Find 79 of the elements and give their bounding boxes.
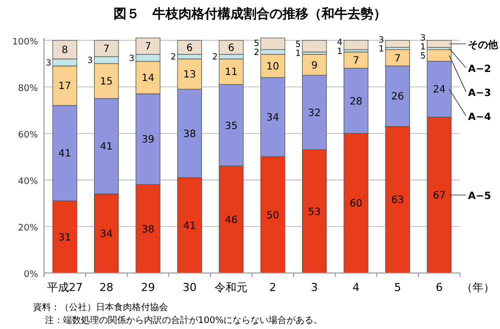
x-tick-label: 平成27 — [46, 281, 83, 294]
bar — [302, 40, 327, 52]
x-tick-label: 4 — [352, 281, 360, 294]
bar — [385, 40, 410, 48]
data-label: 38 — [183, 128, 196, 140]
y-tick-label: 0% — [24, 270, 38, 280]
data-label: 9 — [311, 60, 318, 72]
data-label: 2 — [212, 52, 218, 63]
data-label: 41 — [58, 148, 72, 160]
data-label: 2 — [254, 48, 260, 58]
data-label: 15 — [100, 76, 113, 88]
text: 注：端数処理の関係から内訳の合計が100%にならない場合がある。 — [45, 315, 323, 326]
data-label: 1 — [337, 46, 342, 57]
data-label: 1 — [420, 42, 426, 52]
x-axis-title: （年） — [462, 281, 494, 294]
data-label: 3 — [129, 54, 134, 64]
series-label: A−5 — [468, 191, 492, 202]
data-label: 3 — [87, 56, 93, 66]
data-label: 1 — [295, 49, 301, 60]
data-label: 7 — [144, 42, 152, 53]
text: A−2 — [468, 64, 492, 75]
y-tick-label: 80% — [18, 84, 38, 94]
data-label: 17 — [58, 81, 72, 92]
data-label: 41 — [183, 220, 196, 232]
data-label: 32 — [308, 108, 321, 119]
data-label: 7 — [352, 56, 360, 67]
x-tick-label: 30 — [182, 281, 197, 294]
data-label: 63 — [391, 195, 404, 206]
data-label: 34 — [266, 112, 280, 124]
data-label: 4 — [337, 38, 342, 48]
data-label: 7 — [394, 53, 401, 64]
data-label: 6 — [186, 42, 193, 54]
y-tick-label: 40% — [18, 176, 38, 187]
data-label: 24 — [432, 84, 446, 96]
x-tick-label: 28 — [99, 281, 114, 294]
data-label: 5 — [420, 51, 426, 62]
x-tick-label: 29 — [141, 281, 155, 294]
data-label: 11 — [224, 67, 238, 78]
data-label: 3 — [46, 58, 52, 68]
y-tick-label: 20% — [18, 223, 38, 234]
data-label: 31 — [58, 232, 72, 244]
y-tick-label: 100% — [12, 37, 38, 48]
data-label: 39 — [142, 134, 154, 146]
data-label: 53 — [308, 206, 321, 218]
text: 資料：（公社）日本食肉格付協会 — [33, 302, 168, 313]
data-label: 60 — [350, 198, 362, 210]
data-label: 14 — [142, 73, 154, 84]
data-label: 5 — [254, 38, 260, 49]
data-label: 3 — [420, 33, 426, 44]
series-label: A−4 — [468, 112, 492, 123]
data-label: 6 — [228, 42, 234, 54]
text: A−3 — [468, 88, 492, 99]
data-label: 41 — [100, 142, 113, 153]
x-tick-label: 令和元 — [214, 281, 248, 294]
data-label: 28 — [350, 96, 362, 108]
data-label: 5 — [295, 40, 301, 50]
bar — [344, 40, 368, 50]
data-label: 1 — [378, 44, 384, 54]
data-label: 26 — [391, 92, 404, 103]
bar — [426, 40, 452, 48]
data-label: 10 — [266, 61, 280, 72]
x-tick-label: 6 — [436, 281, 443, 294]
data-label: 13 — [183, 70, 196, 81]
data-label: 67 — [432, 190, 446, 202]
series-label: その他 — [468, 38, 499, 51]
data-label: 38 — [142, 224, 154, 236]
data-label: 8 — [62, 45, 68, 56]
chart-title: 図５ 牛枝肉格付構成割合の推移（和牛去勢） — [114, 6, 386, 22]
data-label: 46 — [224, 214, 238, 226]
x-tick-label: 5 — [394, 281, 402, 294]
data-label: 7 — [103, 44, 110, 55]
data-label: 35 — [224, 120, 238, 132]
x-tick-label: 3 — [310, 281, 318, 294]
data-label: 34 — [100, 228, 113, 240]
data-label: 3 — [378, 35, 384, 46]
data-label: 50 — [266, 210, 280, 222]
data-label: 2 — [170, 52, 176, 63]
x-tick-label: 2 — [269, 281, 276, 294]
y-tick-label: 60% — [18, 130, 38, 140]
